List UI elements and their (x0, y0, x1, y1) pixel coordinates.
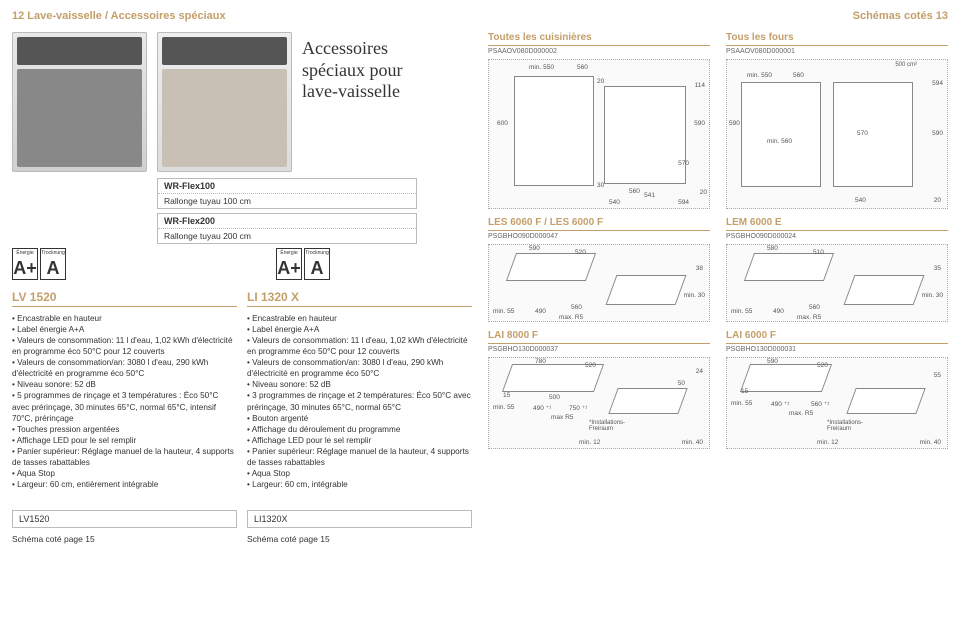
badge-label: Énergie (13, 249, 37, 258)
spec-item: Label énergie A+A (12, 324, 237, 335)
badge-grade: A+ (13, 258, 37, 278)
product-code-heading: LV 1520 (12, 290, 237, 307)
accessory-name: WR-Flex100 (158, 179, 416, 194)
energy-badge-pair: ÉnergieA+ TrocknungA (12, 248, 66, 280)
accessory-name: WR-Flex200 (158, 214, 416, 229)
page-header-right: Schémas cotés 13 (853, 10, 948, 24)
spec-list: Encastrable en hauteurLabel énergie A+AV… (247, 313, 472, 490)
spec-item: Valeurs de consommation: 11 l d'eau, 1,0… (247, 335, 472, 357)
schema-title: LAI 8000 F (488, 330, 710, 344)
schema-title: LEM 6000 E (726, 217, 948, 231)
part-code: PSGBHO090D000047 (488, 233, 710, 240)
schema-title: LAI 6000 F (726, 330, 948, 344)
spec-item: 3 programmes de rinçage et 2 température… (247, 390, 472, 412)
spec-item: Encastrable en hauteur (12, 313, 237, 324)
schema-title: Tous les fours (726, 32, 948, 46)
badge-label: Énergie (277, 249, 301, 258)
schema-title: Toutes les cuisinières (488, 32, 710, 46)
technical-drawing: 780 520 24 50 15 500 min. 55 490 ⁺¹ 750 … (488, 357, 710, 449)
product-code-heading: LI 1320 X (247, 290, 472, 307)
product-code-box: LV1520 (12, 510, 237, 528)
spec-item: Valeurs de consommation/an: 3080 l d'eau… (247, 357, 472, 379)
spec-item: Largeur: 60 cm, intégrable (247, 479, 472, 490)
spec-item: Panier supérieur: Réglage manuel de la h… (12, 446, 237, 468)
badge-label: Trocknung (305, 249, 329, 258)
technical-drawing: 580 510 35 min. 55 490 560 min. 30 max. … (726, 244, 948, 322)
spec-item: Niveau sonore: 52 dB (12, 379, 237, 390)
title-line: spéciaux pour (302, 60, 402, 82)
badge-grade: A+ (277, 258, 301, 278)
accessory-box: WR-Flex200 Rallonge tuyau 200 cm (157, 213, 417, 244)
part-code: PSGBHO130D000037 (488, 346, 710, 353)
spec-list: Encastrable en hauteurLabel énergie A+AV… (12, 313, 237, 490)
accessory-desc: Rallonge tuyau 200 cm (158, 229, 416, 243)
technical-drawing: min. 550 560 600 20 30 560 114 590 570 5… (488, 59, 710, 209)
badge-label: Trocknung (41, 249, 65, 258)
spec-item: Affichage LED pour le sel remplir (12, 435, 237, 446)
spec-item: Bouton argenté (247, 413, 472, 424)
technical-drawing: 590 520 38 min. 55 490 560 min. 30 max. … (488, 244, 710, 322)
spec-item: Label énergie A+A (247, 324, 472, 335)
section-title: Accessoires spéciaux pour lave-vaisselle (302, 32, 402, 172)
dishwasher-photo-1 (12, 32, 147, 172)
technical-drawing: 500 cm² min. 550 560 594 590 min. 560 57… (726, 59, 948, 209)
spec-item: Affichage du déroulement du programme (247, 424, 472, 435)
technical-drawing: 590 520 55 15 min. 55 490 ⁺¹ 560 ⁺¹ max.… (726, 357, 948, 449)
spec-item: Aqua Stop (12, 468, 237, 479)
title-line: Accessoires (302, 38, 402, 60)
badge-grade: A (305, 258, 329, 278)
spec-item: 5 programmes de rinçage et 3 température… (12, 390, 237, 423)
accessory-box: WR-Flex100 Rallonge tuyau 100 cm (157, 178, 417, 209)
spec-item: Panier supérieur: Réglage manuel de la h… (247, 446, 472, 468)
spec-item: Valeurs de consommation: 11 l d'eau, 1,0… (12, 335, 237, 357)
schema-page-ref: Schéma coté page 15 (12, 534, 237, 544)
spec-item: Touches pression argentées (12, 424, 237, 435)
part-code: PSGBHO090D000024 (726, 233, 948, 240)
spec-item: Niveau sonore: 52 dB (247, 379, 472, 390)
spec-item: Affichage LED pour le sel remplir (247, 435, 472, 446)
title-line: lave-vaisselle (302, 81, 402, 103)
energy-badge-pair: ÉnergieA+ TrocknungA (276, 248, 330, 280)
part-code: PSAAOV080D000001 (726, 48, 948, 55)
badge-grade: A (41, 258, 65, 278)
spec-item: Encastrable en hauteur (247, 313, 472, 324)
product-code-box: LI1320X (247, 510, 472, 528)
spec-item: Largeur: 60 cm, entièrement intégrable (12, 479, 237, 490)
spec-item: Valeurs de consommation/an: 3080 l d'eau… (12, 357, 237, 379)
schema-page-ref: Schéma coté page 15 (247, 534, 472, 544)
spec-item: Aqua Stop (247, 468, 472, 479)
dishwasher-photo-2 (157, 32, 292, 172)
part-code: PSGBHO130D000031 (726, 346, 948, 353)
part-code: PSAAOV080D000002 (488, 48, 710, 55)
page-header-left: 12 Lave-vaisselle / Accessoires spéciaux (12, 10, 226, 24)
schema-title: LES 6060 F / LES 6000 F (488, 217, 710, 231)
accessory-desc: Rallonge tuyau 100 cm (158, 194, 416, 208)
